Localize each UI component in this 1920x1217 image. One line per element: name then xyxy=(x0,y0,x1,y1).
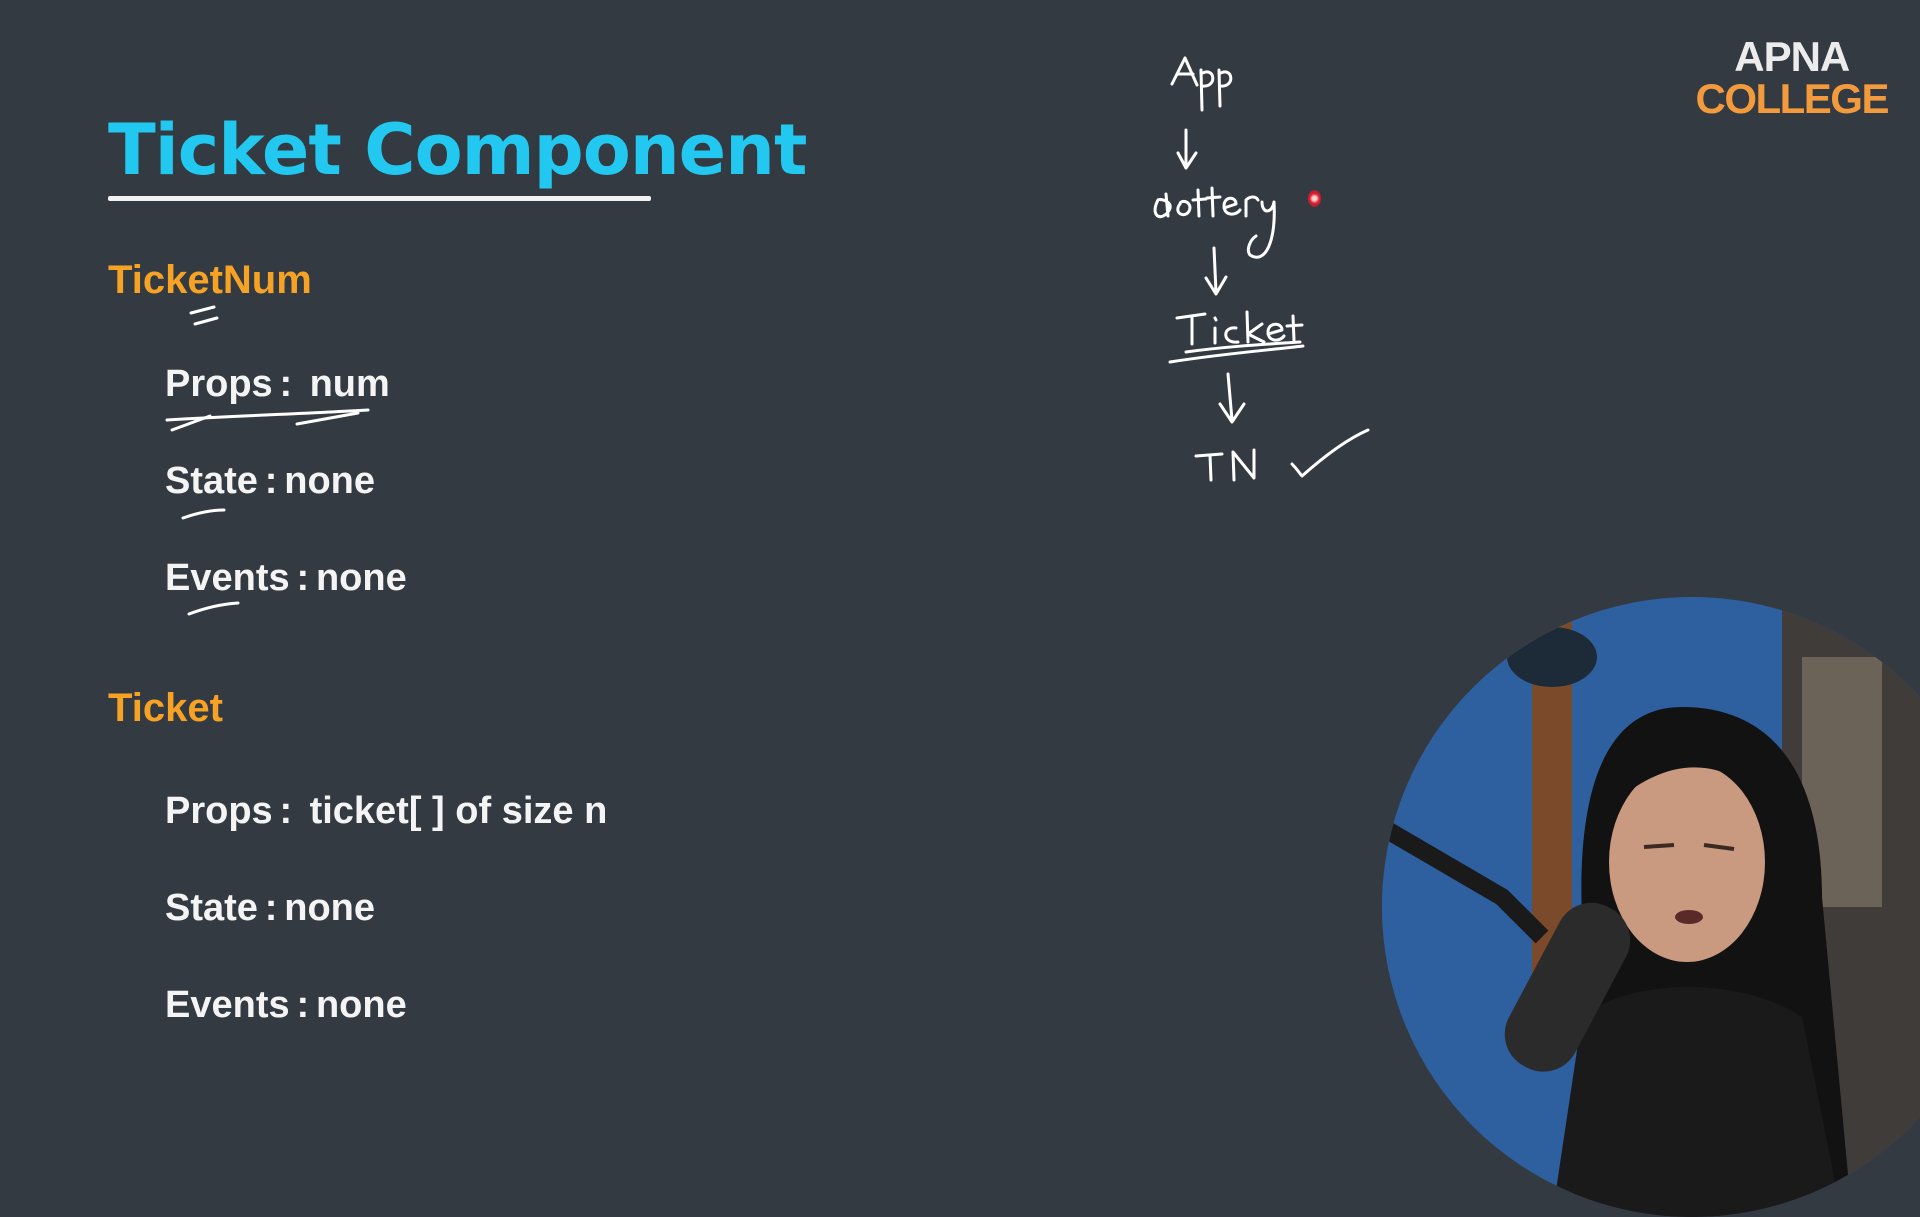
section-heading-ticket: Ticket xyxy=(108,686,223,730)
row-label: State xyxy=(165,887,258,929)
row-value: none xyxy=(284,460,376,502)
sweater xyxy=(1552,987,1842,1217)
row-value: num xyxy=(299,363,390,405)
slide: Ticket Component TicketNum Props: num St… xyxy=(108,33,1889,1027)
title-underline xyxy=(108,196,651,201)
ticketnum-events-row: Events: none xyxy=(165,557,407,600)
slide-title: Ticket Component xyxy=(108,109,807,191)
ticket-events-row: Events: none xyxy=(165,984,407,1027)
row-separator: : xyxy=(296,984,310,1026)
ticket-props-row: Props: ticket[ ] of size n xyxy=(165,790,607,833)
row-separator: : xyxy=(279,363,293,405)
row-label: State xyxy=(165,460,258,502)
row-label: Props xyxy=(165,363,273,405)
row-separator: : xyxy=(264,460,278,502)
row-value: none xyxy=(284,887,376,929)
row-separator: : xyxy=(279,790,293,832)
row-label: Props xyxy=(165,790,273,832)
ticket-state-row: State: none xyxy=(165,887,375,930)
lamp-shade xyxy=(1507,627,1597,687)
apna-college-logo: APNA COLLEGE xyxy=(1695,33,1889,122)
mic-arm xyxy=(1382,819,1549,944)
row-separator: : xyxy=(264,887,278,929)
microphone-icon xyxy=(1504,902,1631,1072)
row-value: none xyxy=(315,557,407,599)
face xyxy=(1609,762,1765,962)
row-separator: : xyxy=(296,557,310,599)
row-value: ticket[ ] of size n xyxy=(299,790,608,832)
presenter-webcam xyxy=(1382,597,1920,1217)
row-label: Events xyxy=(165,557,290,599)
ticketnum-state-row: State: none xyxy=(165,460,375,503)
laser-pointer-icon xyxy=(1308,190,1321,207)
section-heading-ticketnum: TicketNum xyxy=(108,258,312,302)
mouth xyxy=(1675,910,1703,924)
logo-line-1: APNA xyxy=(1734,33,1850,80)
row-label: Events xyxy=(165,984,290,1026)
webcam-illustration xyxy=(1382,597,1920,1217)
ticketnum-props-row: Props: num xyxy=(165,363,390,406)
row-value: none xyxy=(315,984,407,1026)
logo-line-2: COLLEGE xyxy=(1695,75,1889,122)
